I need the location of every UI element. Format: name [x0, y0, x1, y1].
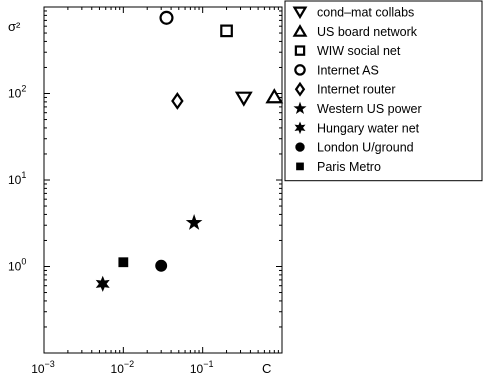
- y-tick-label: 101: [8, 170, 26, 187]
- data-point-triangle-down: [234, 91, 253, 107]
- x-tick-label: 10−2: [111, 359, 135, 376]
- legend-label: Hungary water net: [317, 121, 420, 135]
- legend-label: US board network: [317, 25, 418, 39]
- data-point-circle-filled: [155, 259, 168, 272]
- legend-marker-circle-filled: [295, 142, 305, 152]
- data-point-diamond-open: [171, 92, 184, 110]
- x-tick-label: 10−3: [31, 359, 55, 376]
- legend-label: Internet router: [317, 83, 396, 97]
- legend-marker-triangle-up: [292, 24, 308, 37]
- y-tick-label: 100: [8, 257, 26, 274]
- axes: 10−3 10−2 10−1 100 101 102 Cσ²: [8, 6, 283, 376]
- data-point-circle-open: [159, 10, 174, 25]
- data-point-star6: [95, 275, 110, 292]
- legend-label: Western US power: [317, 102, 422, 116]
- legend-marker-triangle-down: [292, 6, 308, 20]
- legend-label: London U/ground: [317, 141, 414, 155]
- y-tick-label: 102: [8, 84, 26, 101]
- data-point-square-filled: [118, 257, 129, 268]
- data-point-triangle-up: [265, 88, 284, 104]
- legend-label: Internet AS: [317, 63, 379, 77]
- x-axis-label: C: [262, 361, 271, 376]
- legend-label: WIW social net: [317, 44, 401, 58]
- x-tick-label: 10−1: [190, 359, 214, 376]
- legend-marker-square-open: [294, 45, 306, 56]
- plot-frame: [43, 6, 283, 354]
- data-point-square-open: [220, 24, 233, 38]
- legend-marker-star6: [294, 121, 306, 135]
- data-point-star5: [185, 214, 203, 230]
- legend-box: [284, 0, 483, 182]
- legend-marker-circle-open: [294, 64, 306, 76]
- legend: cond–mat collabs US board network WIW soci…: [284, 0, 483, 182]
- legend-marker-star5: [293, 101, 307, 115]
- legend-label: Paris Metro: [317, 160, 381, 174]
- y-axis-label: σ²: [8, 19, 21, 34]
- data-points: [95, 10, 284, 292]
- legend-marker-square-filled: [296, 162, 304, 171]
- legend-label: cond–mat collabs: [317, 6, 414, 20]
- legend-marker-diamond-open: [294, 81, 306, 97]
